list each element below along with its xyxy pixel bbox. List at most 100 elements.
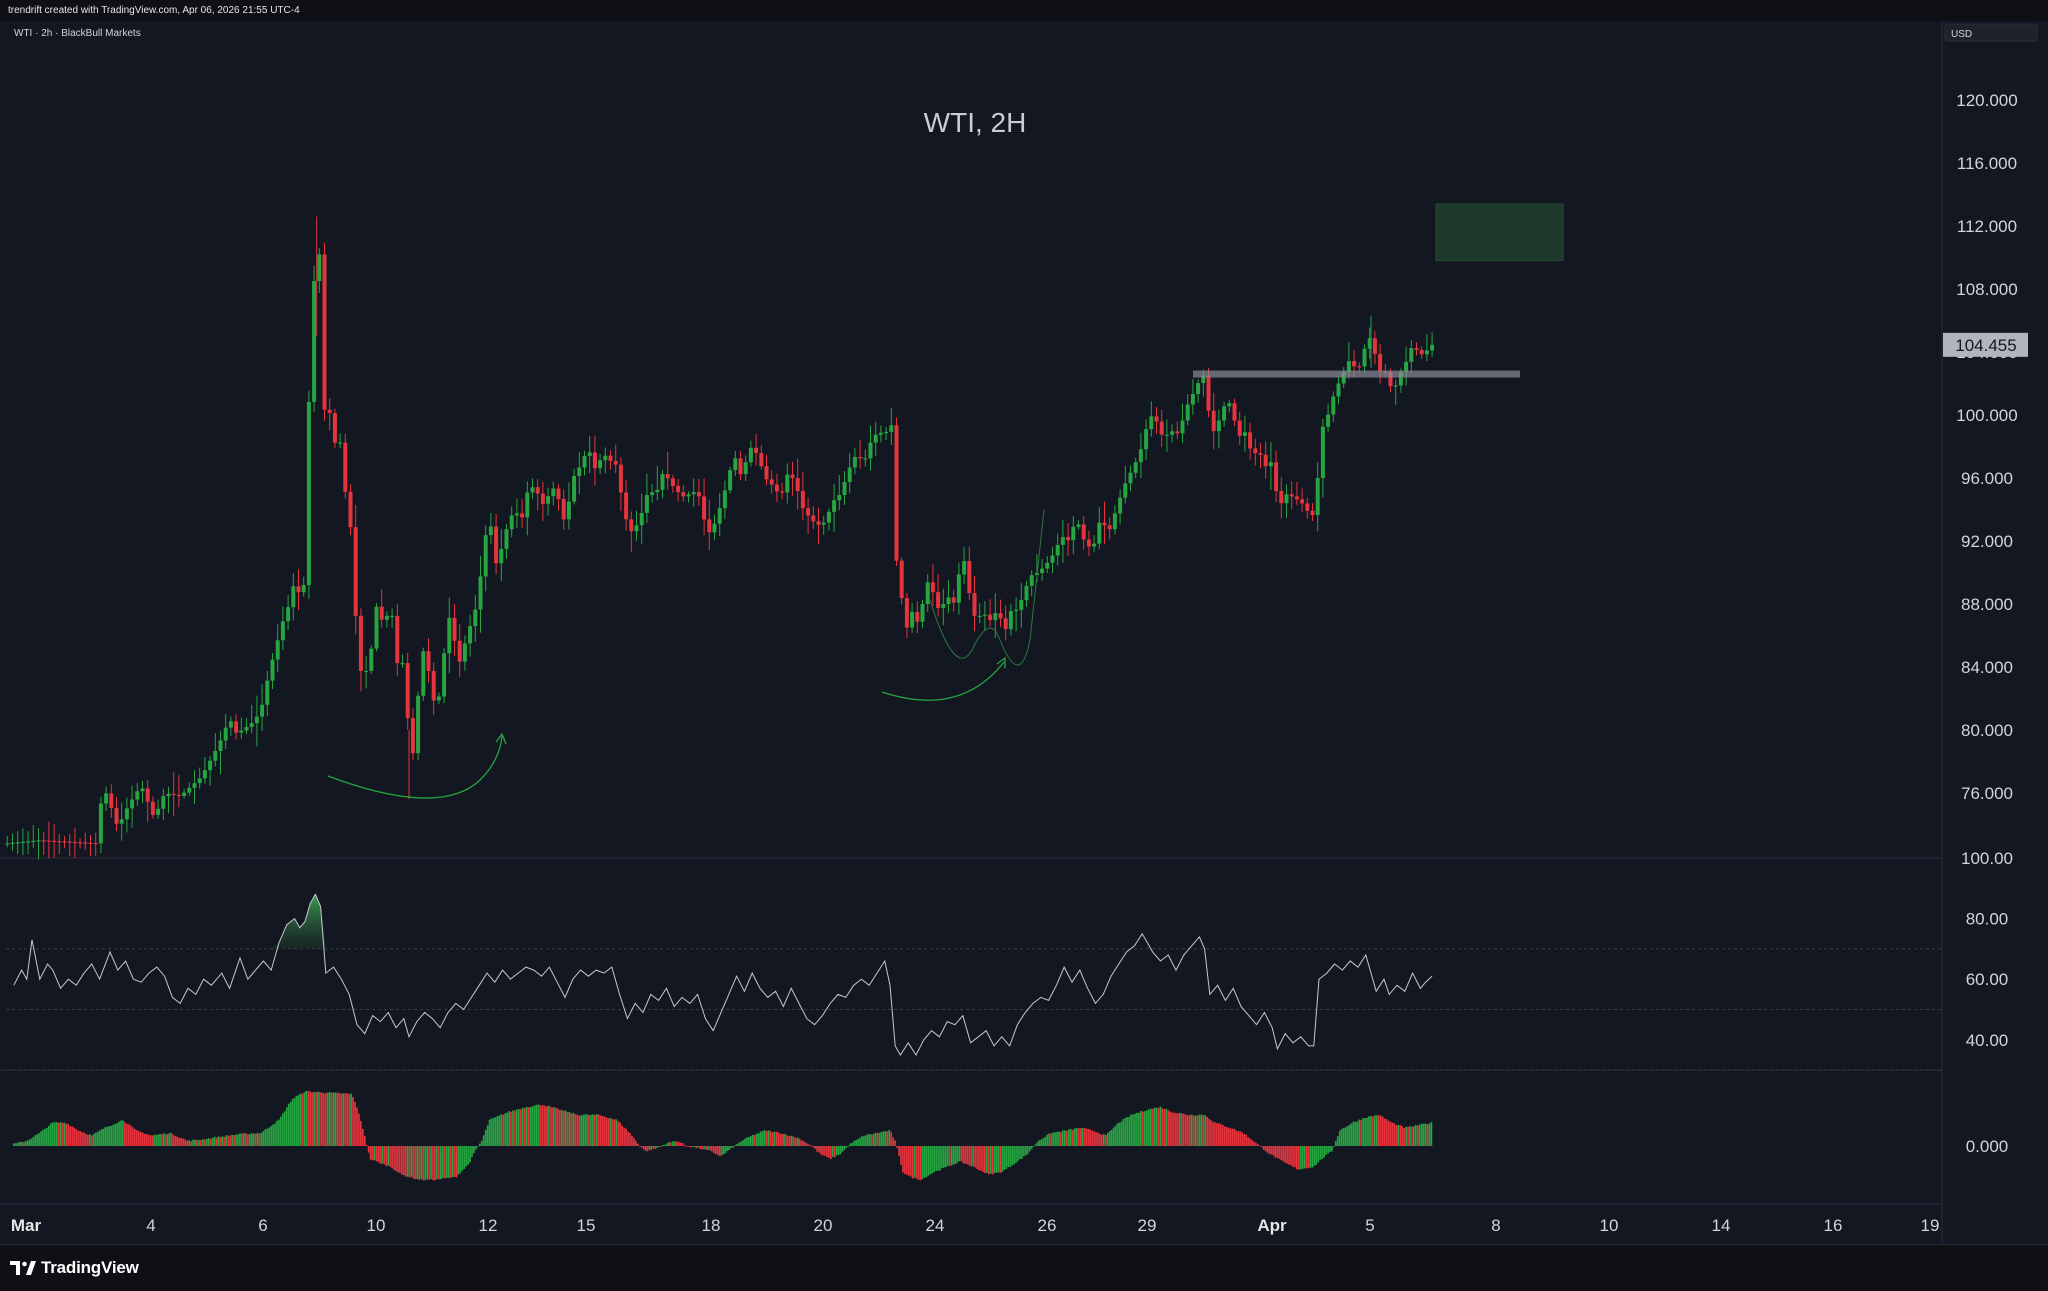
- candle-body: [182, 792, 187, 796]
- histogram-bar: [1381, 1116, 1384, 1146]
- histogram-bar: [1290, 1146, 1292, 1166]
- histogram-bar: [800, 1140, 803, 1146]
- candle-body: [254, 716, 259, 724]
- histogram-bar: [625, 1128, 627, 1146]
- histogram-bar: [681, 1142, 684, 1146]
- histogram-bar: [964, 1146, 967, 1164]
- histogram-bar: [475, 1146, 477, 1150]
- chart-canvas[interactable]: 120.000116.000112.000108.000104.000100.0…: [0, 0, 2048, 1244]
- histogram-bar: [96, 1131, 99, 1146]
- histogram-bar: [1140, 1111, 1142, 1146]
- histogram-bar: [826, 1146, 828, 1158]
- histogram-bar: [389, 1146, 391, 1167]
- histogram-bar: [358, 1113, 360, 1146]
- histogram-bar: [931, 1146, 934, 1174]
- histogram-bar: [1331, 1146, 1333, 1152]
- histogram-bar: [521, 1107, 524, 1146]
- momentum-pane[interactable]: [12, 1090, 1433, 1181]
- histogram-bar: [787, 1135, 789, 1146]
- histogram-bar: [993, 1146, 996, 1174]
- histogram-bar: [342, 1093, 345, 1146]
- histogram-bar: [299, 1093, 302, 1146]
- histogram-bar: [1136, 1112, 1138, 1146]
- histogram-bar: [847, 1146, 850, 1147]
- histogram-bar: [441, 1146, 444, 1179]
- candle-body: [509, 515, 514, 530]
- histogram-bar: [1095, 1132, 1097, 1146]
- histogram-bar: [1276, 1146, 1279, 1158]
- histogram-bar: [322, 1093, 325, 1146]
- candle-body: [722, 490, 727, 509]
- currency-box[interactable]: [1944, 23, 2038, 42]
- candle-body: [681, 492, 686, 497]
- candle-body: [702, 496, 707, 520]
- rsi-pane[interactable]: [6, 893, 1942, 1071]
- histogram-bar: [180, 1138, 183, 1146]
- candle-body: [1248, 432, 1253, 449]
- histogram-bar: [594, 1114, 596, 1146]
- histogram-bar: [114, 1123, 116, 1146]
- candle-body: [1102, 522, 1107, 526]
- candle-body: [384, 615, 389, 620]
- histogram-bar: [410, 1146, 413, 1177]
- histogram-bar: [1301, 1146, 1304, 1169]
- candle-body: [1227, 403, 1232, 407]
- candle-body: [275, 640, 280, 660]
- histogram-bar: [870, 1134, 873, 1146]
- histogram-bar: [789, 1136, 791, 1146]
- histogram-bar: [500, 1114, 503, 1146]
- histogram-bar: [1114, 1125, 1117, 1146]
- histogram-bar: [1239, 1131, 1242, 1146]
- histogram-bar: [94, 1132, 97, 1146]
- histogram-bar: [666, 1143, 668, 1146]
- histogram-bar: [664, 1144, 666, 1146]
- time-tick-label: 29: [1138, 1216, 1157, 1235]
- histogram-bar: [217, 1136, 220, 1146]
- candle-body: [592, 452, 597, 469]
- candle-body: [46, 840, 51, 842]
- candle-body: [930, 582, 935, 593]
- histogram-bar: [796, 1137, 799, 1146]
- histogram-bar: [1128, 1116, 1130, 1146]
- brand-logo[interactable]: TradingView: [10, 1258, 139, 1278]
- histogram-bar: [157, 1134, 159, 1146]
- candle-body: [1123, 483, 1128, 498]
- histogram-bar: [1430, 1122, 1433, 1146]
- histogram-bar: [1268, 1146, 1271, 1155]
- histogram-bar: [354, 1101, 356, 1146]
- histogram-bar: [196, 1139, 198, 1146]
- price-pane[interactable]: [5, 216, 1435, 860]
- histogram-bar: [611, 1118, 614, 1146]
- histogram-bar: [1026, 1146, 1029, 1155]
- histogram-bar: [890, 1132, 893, 1146]
- annotations-layer[interactable]: [327, 203, 1564, 799]
- candle-body: [358, 615, 363, 671]
- histogram-bar: [1165, 1108, 1168, 1146]
- candle-body: [1268, 462, 1273, 467]
- histogram-bar: [1395, 1125, 1398, 1146]
- candle-body: [197, 778, 202, 784]
- histogram-bar: [876, 1132, 879, 1146]
- histogram-bar: [724, 1146, 727, 1154]
- histogram-bar: [213, 1136, 216, 1146]
- histogram-bar: [599, 1115, 602, 1146]
- histogram-bar: [785, 1134, 787, 1146]
- target-zone-box: [1435, 203, 1564, 262]
- histogram-bar: [533, 1105, 536, 1146]
- candle-body: [31, 840, 36, 842]
- histogram-bar: [872, 1133, 875, 1146]
- candle-body: [1216, 420, 1221, 432]
- rsi-tick-label: 80.00: [1966, 910, 2009, 929]
- histogram-bar: [962, 1146, 965, 1164]
- candle-body: [1237, 420, 1242, 436]
- candle-body: [535, 487, 540, 494]
- histogram-bar: [246, 1134, 249, 1146]
- candle-body: [889, 425, 894, 432]
- histogram-bar: [874, 1132, 877, 1146]
- candle-body: [239, 730, 244, 733]
- candle-body: [696, 492, 701, 497]
- candle-body: [20, 841, 25, 843]
- histogram-bar: [1101, 1134, 1103, 1146]
- histogram-bar: [215, 1138, 218, 1146]
- histogram-bar: [584, 1114, 586, 1146]
